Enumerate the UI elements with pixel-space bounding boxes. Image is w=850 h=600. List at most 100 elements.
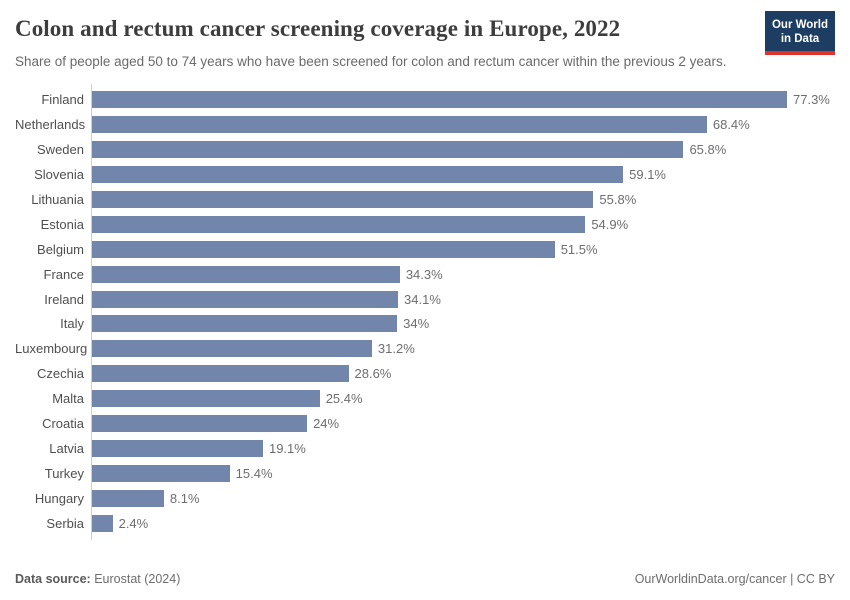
owid-logo: Our World in Data xyxy=(765,11,835,55)
attribution: OurWorldinData.org/cancer | CC BY xyxy=(634,572,835,586)
value-label: 34.1% xyxy=(404,291,441,307)
bar[interactable] xyxy=(91,290,399,308)
value-label: 54.9% xyxy=(591,216,629,232)
country-label: Serbia xyxy=(46,515,84,531)
country-label: Finland xyxy=(41,92,84,108)
bar[interactable] xyxy=(91,116,707,134)
bar-track: 34% xyxy=(91,315,835,333)
bar-row: Luxembourg 31.2% xyxy=(15,336,835,361)
header: Colon and rectum cancer screening covera… xyxy=(15,11,835,72)
country-label: Czechia xyxy=(37,366,84,382)
bar[interactable] xyxy=(91,265,400,283)
value-label: 25.4% xyxy=(325,391,363,407)
bar[interactable] xyxy=(91,215,586,233)
bar[interactable] xyxy=(91,415,308,433)
bar[interactable] xyxy=(91,489,164,507)
owid-logo-line2: in Data xyxy=(780,33,820,45)
bar-track: 59.1% xyxy=(91,166,835,184)
data-source: Data source: Eurostat (2024) xyxy=(15,572,180,586)
bar-track: 68.4% xyxy=(91,116,835,134)
value-label: 34% xyxy=(403,316,430,332)
bar[interactable] xyxy=(91,166,624,184)
bar-track: 34.3% xyxy=(91,265,835,283)
bar-row: Belgium 51.5% xyxy=(15,237,835,262)
value-label: 19.1% xyxy=(268,440,306,456)
data-source-value: Eurostat (2024) xyxy=(90,572,181,586)
value-label: 31.2% xyxy=(377,341,415,357)
bar-track: 31.2% xyxy=(91,340,835,358)
bar-row: Finland 77.3% xyxy=(15,88,835,113)
bar-track: 65.8% xyxy=(91,141,835,159)
bar-track: 55.8% xyxy=(91,191,835,208)
bar-track: 8.1% xyxy=(91,489,835,507)
bar[interactable] xyxy=(91,315,398,333)
country-label: Slovenia xyxy=(34,167,84,183)
bar-row: Lithuania 55.8% xyxy=(15,187,835,212)
footer: Data source: Eurostat (2024) OurWorldinD… xyxy=(15,566,835,600)
value-label: 59.1% xyxy=(629,167,666,183)
country-label: Hungary xyxy=(34,490,84,506)
bar-row: Latvia 19.1% xyxy=(15,436,835,461)
country-label: Sweden xyxy=(37,142,84,158)
bar-track: 19.1% xyxy=(91,439,835,457)
country-label: Croatia xyxy=(42,416,84,432)
country-label: Belgium xyxy=(37,241,84,257)
bar[interactable] xyxy=(91,365,349,383)
data-source-label: Data source: xyxy=(15,572,91,586)
bar[interactable] xyxy=(91,514,113,532)
country-label: Luxembourg xyxy=(15,341,88,357)
bar-row: Slovenia 59.1% xyxy=(15,162,835,187)
bar-row: Czechia 28.6% xyxy=(15,361,835,386)
bar[interactable] xyxy=(91,141,684,159)
chart-subtitle: Share of people aged 50 to 74 years who … xyxy=(15,54,727,69)
country-label: Lithuania xyxy=(31,192,84,207)
bar-track: 54.9% xyxy=(91,215,835,233)
bar-track: 2.4% xyxy=(91,514,835,532)
value-label: 15.4% xyxy=(235,465,273,481)
bar-row: Serbia 2.4% xyxy=(15,511,835,536)
country-label: Ireland xyxy=(44,291,84,307)
bar[interactable] xyxy=(91,340,372,358)
value-label: 65.8% xyxy=(689,142,727,158)
value-label: 34.3% xyxy=(405,266,443,282)
bar-row: Estonia 54.9% xyxy=(15,212,835,237)
chart-title: Colon and rectum cancer screening covera… xyxy=(15,16,621,41)
bar-row: Sweden 65.8% xyxy=(15,137,835,162)
country-label: France xyxy=(43,266,84,282)
bar[interactable] xyxy=(91,464,230,482)
bar[interactable] xyxy=(91,439,263,457)
bar[interactable] xyxy=(91,91,787,109)
bar-row: Croatia 24% xyxy=(15,411,835,436)
bar-chart: Finland 77.3% Netherlands 68.4% Sweden 65.8% S… xyxy=(15,83,835,540)
value-label: 51.5% xyxy=(560,241,598,257)
y-axis-line xyxy=(91,83,92,540)
bar-row: Malta 25.4% xyxy=(15,386,835,411)
bar-track: 24% xyxy=(91,415,835,433)
bar-track: 28.6% xyxy=(91,365,835,383)
bar[interactable] xyxy=(91,191,594,208)
bar-track: 15.4% xyxy=(91,464,835,482)
bar-row: Netherlands 68.4% xyxy=(15,112,835,137)
country-label: Latvia xyxy=(49,440,84,456)
bar-row: Hungary 8.1% xyxy=(15,486,835,511)
country-label: Turkey xyxy=(44,465,84,481)
bar-track: 34.1% xyxy=(91,290,835,308)
country-label: Estonia xyxy=(40,216,84,232)
bar[interactable] xyxy=(91,240,555,258)
bar-rows: Finland 77.3% Netherlands 68.4% Sweden 65.8% S… xyxy=(15,84,835,540)
value-label: 77.3% xyxy=(793,92,830,108)
value-label: 2.4% xyxy=(118,515,149,531)
bar-track: 51.5% xyxy=(91,240,835,258)
bar[interactable] xyxy=(91,390,320,408)
country-label: Malta xyxy=(52,391,84,407)
value-label: 68.4% xyxy=(712,117,750,133)
owid-logo-line1: Our World xyxy=(771,19,828,31)
bar-row: Turkey 15.4% xyxy=(15,461,835,486)
country-label: Netherlands xyxy=(15,117,86,133)
bar-row: France 34.3% xyxy=(15,262,835,287)
bar-row: Italy 34% xyxy=(15,312,835,337)
value-label: 28.6% xyxy=(354,366,392,382)
bar-track: 25.4% xyxy=(91,390,835,408)
value-label: 8.1% xyxy=(169,490,200,506)
